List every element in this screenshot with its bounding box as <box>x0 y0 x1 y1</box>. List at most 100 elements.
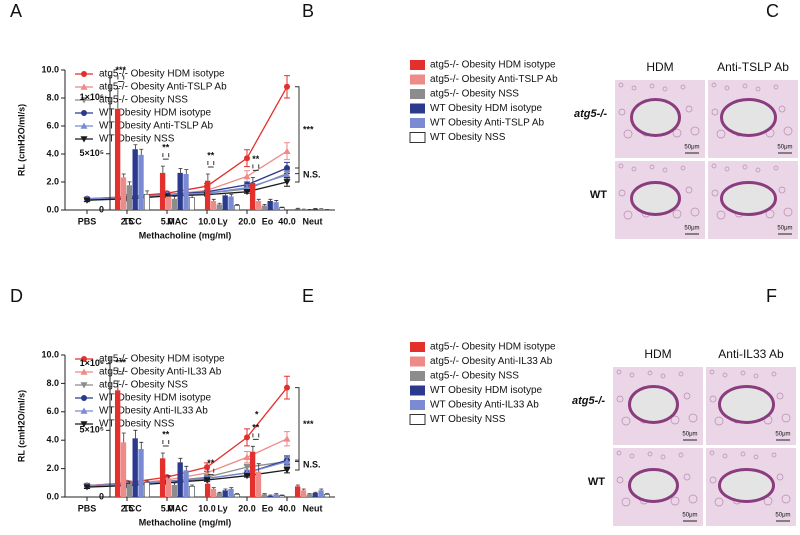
tissue-dot <box>709 476 717 484</box>
legend-marker <box>80 421 88 428</box>
tissue-dot <box>742 83 748 89</box>
legend-swatch <box>410 103 425 114</box>
tissue-dot <box>618 189 626 197</box>
x-tick-label: Eo <box>262 503 274 513</box>
legend-label: atg5-/- Obesity NSS <box>99 380 188 391</box>
error-bar <box>139 441 144 449</box>
legend-label: WT Obesity NSS <box>99 134 175 145</box>
legend-marker <box>80 382 88 389</box>
y-tick-label: 10.0 <box>41 349 59 359</box>
scale-label: 50μm <box>775 432 790 438</box>
bar <box>233 494 240 498</box>
legend-label: WT Obesity Anti-TSLP Ab <box>99 121 214 132</box>
bar <box>120 177 127 210</box>
tissue-dot <box>683 473 691 481</box>
tissue-dot <box>680 165 686 171</box>
y-tick-label: 8.0 <box>46 92 59 102</box>
error-bar <box>205 173 210 181</box>
tissue-dot <box>688 494 698 504</box>
marker <box>83 484 91 491</box>
bar <box>300 490 307 497</box>
airway <box>718 467 775 503</box>
airway <box>720 180 777 216</box>
error-bar <box>184 169 189 174</box>
tissue-dot <box>672 128 682 138</box>
error-bar <box>262 493 267 495</box>
y-axis-label: RL (cmH2O/ml/s) <box>16 104 26 176</box>
tissue-dot <box>660 454 666 460</box>
x-tick-label: MAC <box>167 503 188 513</box>
error-bar <box>313 491 318 493</box>
legend-marker <box>81 71 87 77</box>
error-bar <box>121 173 126 178</box>
bar <box>222 195 228 210</box>
marker <box>284 83 290 90</box>
bar <box>138 449 144 497</box>
y-tick-label: 5×10⁵ <box>80 425 105 435</box>
row-label: WT <box>590 189 607 201</box>
tissue-dot <box>618 82 624 88</box>
bar <box>273 202 279 210</box>
tissue-dot <box>690 207 700 217</box>
x-tick-label: 20.0 <box>238 503 256 513</box>
tissue-dot <box>631 85 637 91</box>
error-bar <box>274 493 279 495</box>
legend-swatch <box>410 400 425 410</box>
error-bar <box>160 165 165 173</box>
legend-label: WT Obesity HDM isotype <box>99 393 211 404</box>
bracket <box>117 368 125 375</box>
annotation: ** <box>252 423 260 433</box>
tissue-dot <box>678 452 684 458</box>
marker <box>283 171 291 178</box>
bar <box>255 201 262 210</box>
legend-label: WT Obesity NSS <box>430 414 506 425</box>
error-bar <box>229 193 234 197</box>
bar <box>132 438 138 497</box>
tissue-dot <box>618 108 626 116</box>
bar <box>306 494 312 497</box>
x-tick-label: 10.0 <box>198 216 216 226</box>
tissue-dot <box>709 450 715 456</box>
legend-marker <box>81 356 87 362</box>
x-tick-label: 20.0 <box>238 216 256 226</box>
tissue-dot <box>711 82 717 88</box>
bar <box>114 390 121 497</box>
tissue-dot <box>623 129 633 139</box>
marker <box>283 458 291 465</box>
error-bar <box>223 488 228 491</box>
legend-label: atg5-/- Obesity Anti-IL33 Ab <box>430 356 553 367</box>
bar <box>183 470 189 497</box>
annotation: ** <box>207 458 215 468</box>
marker <box>203 477 211 484</box>
tissue-dot <box>771 452 777 458</box>
marker <box>284 384 290 391</box>
x-tick-label: 5.0 <box>161 216 174 226</box>
x-tick-label: Ly <box>217 216 227 226</box>
y-tick-label: 5×10⁵ <box>80 148 105 158</box>
bar <box>204 483 211 497</box>
legend-label: WT Obesity Anti-TSLP Ab <box>430 118 545 129</box>
bracket <box>295 86 300 175</box>
panel-letter: A <box>10 1 22 21</box>
tissue-dot <box>670 496 680 506</box>
y-tick-label: 1×10⁶ <box>80 92 104 102</box>
legend-label: WT Obesity NSS <box>430 132 506 143</box>
x-tick-label: 10.0 <box>198 503 216 513</box>
tissue-dot <box>776 392 784 400</box>
marker <box>204 464 210 471</box>
tissue-dot <box>678 371 684 377</box>
bar <box>143 193 150 211</box>
y-axis-label: RL (cmH2O/ml/s) <box>16 390 26 462</box>
tissue-dot <box>778 186 786 194</box>
tissue-dot <box>711 189 719 197</box>
tissue-dot <box>621 497 631 507</box>
legend-marker <box>80 83 88 90</box>
legend-label: atg5-/- Obesity NSS <box>99 95 188 106</box>
error-bar <box>217 202 222 205</box>
x-tick-label: TCC <box>123 216 142 226</box>
tissue-dot <box>647 370 653 376</box>
column-label: Anti-IL33 Ab <box>718 347 784 361</box>
tissue-dot <box>649 164 655 170</box>
marker <box>244 155 250 162</box>
